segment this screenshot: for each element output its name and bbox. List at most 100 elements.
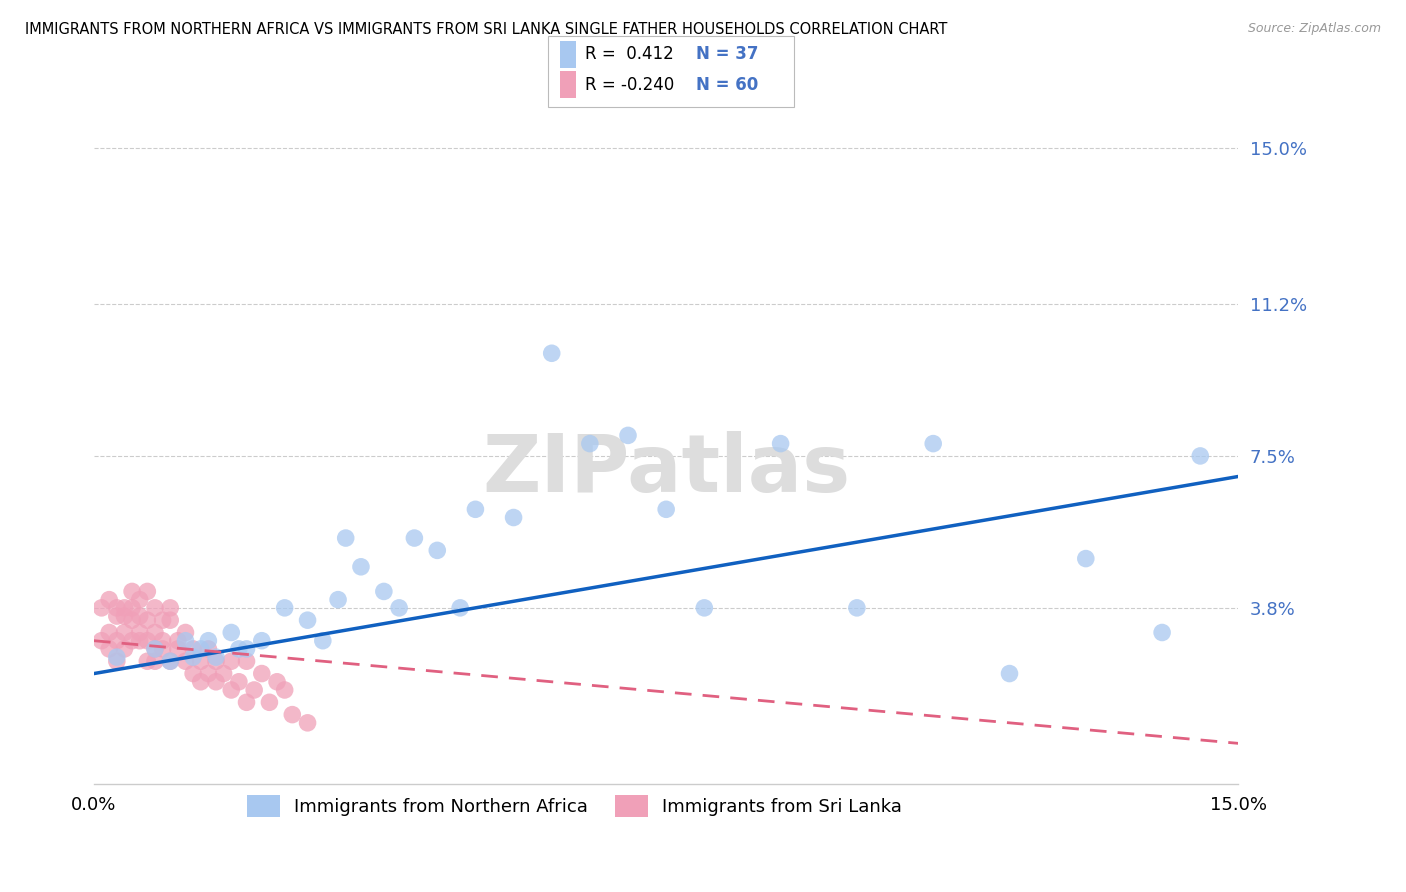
Point [98,592,121,607]
Point [449,600,471,615]
Text: R = -0.240: R = -0.240 [585,76,673,94]
Point [114,641,136,656]
Point [228,641,250,656]
Point [105,609,128,624]
Point [136,654,159,668]
Point [181,666,204,681]
Point [159,613,181,627]
Point [250,666,273,681]
Point [121,600,143,615]
Point [388,600,411,615]
Point [105,654,128,668]
Point [219,625,242,640]
Point [190,674,212,689]
Point [197,633,219,648]
Point [373,584,395,599]
Point [326,592,349,607]
Point [693,600,716,615]
Point [426,543,449,558]
Point [143,654,166,668]
Point [228,674,250,689]
Point [273,600,295,615]
Text: ZIPatlas: ZIPatlas [482,432,851,509]
Point [1152,625,1174,640]
Point [143,641,166,656]
Point [235,641,257,656]
Point [617,428,640,442]
Point [128,592,150,607]
Point [235,695,257,709]
Point [219,654,242,668]
Point [128,633,150,648]
Point [143,641,166,656]
Point [464,502,486,516]
Point [769,436,792,450]
Point [166,641,188,656]
Point [281,707,304,722]
Point [1074,551,1097,566]
Point [205,674,228,689]
Point [166,633,188,648]
Point [114,609,136,624]
Point [266,674,288,689]
Text: Source: ZipAtlas.com: Source: ZipAtlas.com [1247,22,1381,36]
Point [90,600,112,615]
Point [181,641,204,656]
Point [273,683,295,698]
Point [152,633,174,648]
Point [121,633,143,648]
Legend: Immigrants from Northern Africa, Immigrants from Sri Lanka: Immigrants from Northern Africa, Immigra… [240,788,910,824]
Point [152,641,174,656]
Point [190,641,212,656]
Point [243,683,266,698]
Point [114,600,136,615]
Point [212,666,235,681]
Point [190,654,212,668]
Point [205,650,228,665]
Point [297,613,319,627]
Point [105,650,128,665]
Point [128,625,150,640]
Point [335,531,357,545]
Point [297,715,319,730]
Point [181,650,204,665]
Point [350,559,373,574]
Point [655,502,678,516]
Point [174,654,197,668]
Point [121,584,143,599]
Point [143,600,166,615]
Point [219,683,242,698]
Point [205,654,228,668]
Point [1189,449,1212,463]
Point [922,436,945,450]
Text: N = 60: N = 60 [696,76,758,94]
Point [250,633,273,648]
Point [98,641,121,656]
Point [159,654,181,668]
Point [136,613,159,627]
Point [540,346,562,360]
Text: IMMIGRANTS FROM NORTHERN AFRICA VS IMMIGRANTS FROM SRI LANKA SINGLE FATHER HOUSE: IMMIGRANTS FROM NORTHERN AFRICA VS IMMIG… [25,22,948,37]
Point [143,625,166,640]
Point [128,609,150,624]
Point [174,625,197,640]
Text: N = 37: N = 37 [696,45,758,63]
Point [197,641,219,656]
Point [259,695,281,709]
Point [502,510,524,524]
Point [404,531,426,545]
Text: R =  0.412: R = 0.412 [585,45,673,63]
Point [845,600,868,615]
Point [152,613,174,627]
Point [159,600,181,615]
Point [998,666,1021,681]
Point [98,625,121,640]
Point [114,625,136,640]
Point [235,654,257,668]
Point [159,654,181,668]
Point [90,633,112,648]
Point [197,666,219,681]
Point [579,436,602,450]
Point [136,584,159,599]
Point [174,633,197,648]
